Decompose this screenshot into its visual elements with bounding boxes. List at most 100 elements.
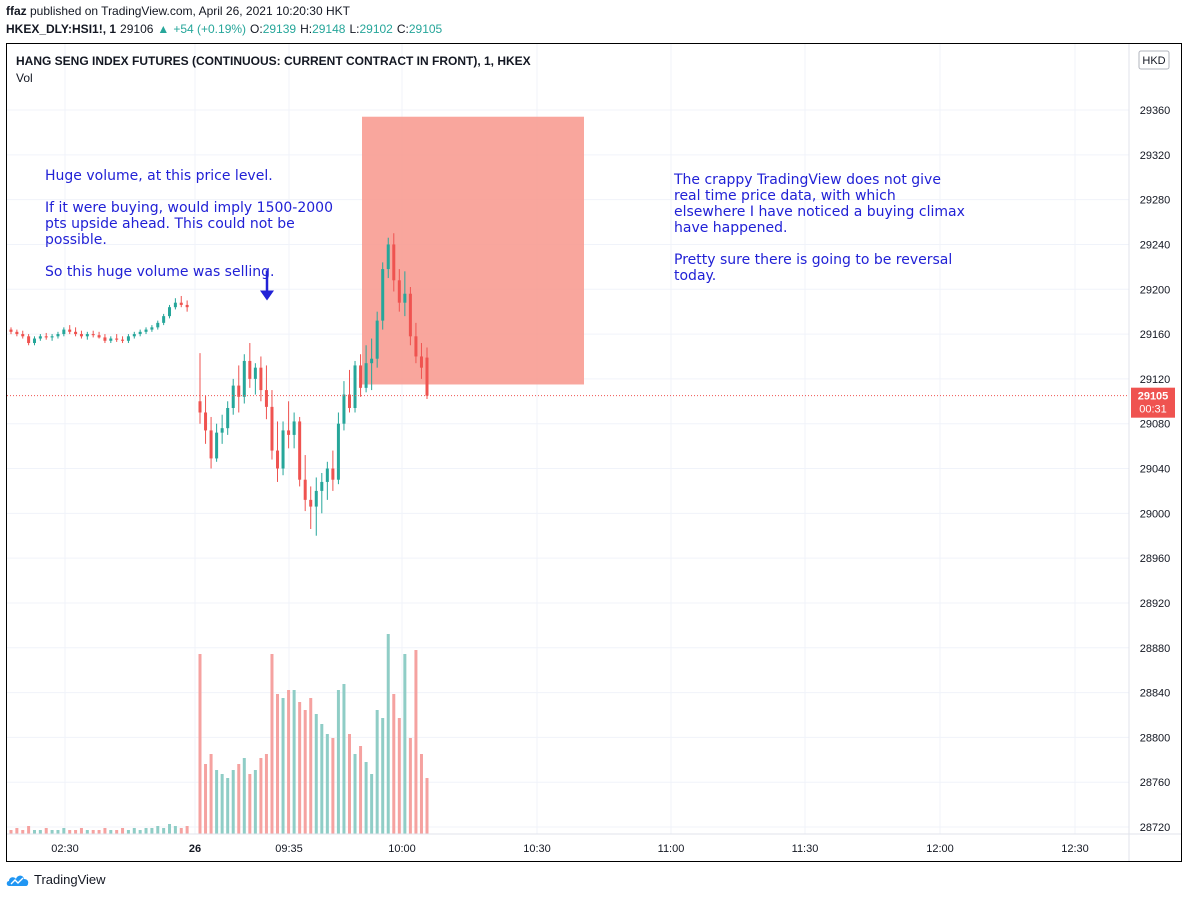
volume-bar xyxy=(138,830,142,834)
candle-body xyxy=(281,430,285,469)
annotation-line: pts upside ahead. This could not be xyxy=(45,216,295,232)
candle-body xyxy=(21,334,25,337)
candle-body xyxy=(325,468,329,482)
volume-bar xyxy=(226,778,230,834)
candle-body xyxy=(15,331,19,335)
volume-bar xyxy=(74,830,78,834)
volume-bar xyxy=(331,738,335,834)
volume-bar xyxy=(109,830,113,834)
volume-bar xyxy=(419,754,423,834)
annotation-line: have happened. xyxy=(674,220,787,236)
annotation-line: Pretty sure there is going to be reversa… xyxy=(674,252,952,268)
volume-bar xyxy=(150,828,154,834)
price-tick-label: 29200 xyxy=(1140,284,1171,296)
chart-title: HANG SENG INDEX FUTURES (CONTINUOUS: CUR… xyxy=(16,54,531,68)
volume-bar xyxy=(144,828,148,834)
candle-body xyxy=(347,394,351,409)
volume-bar xyxy=(115,830,119,834)
price-tick-label: 29280 xyxy=(1140,195,1171,207)
price-tick-label: 28760 xyxy=(1140,777,1171,789)
candle-body xyxy=(237,385,241,397)
candle-body xyxy=(397,280,401,303)
currency-label: HKD xyxy=(1142,55,1165,67)
volume-bar xyxy=(325,734,329,834)
candle-body xyxy=(62,329,66,335)
open-label: O: xyxy=(250,22,263,36)
close-label: C: xyxy=(396,22,409,36)
volume-bar xyxy=(32,830,36,834)
volume-bar xyxy=(353,754,357,834)
candle-body xyxy=(403,293,407,303)
annotation-layer: Huge volume, at this price level. If it w… xyxy=(45,168,965,301)
volume-bar xyxy=(364,762,368,834)
candle-body xyxy=(320,481,324,491)
candle-body xyxy=(336,423,340,480)
time-tick-label: 12:00 xyxy=(926,843,954,855)
volume-bar xyxy=(27,826,31,834)
candlesticks xyxy=(9,233,429,536)
candle-body xyxy=(270,406,274,451)
time-axis: 02:30 26 09:35 10:00 10:30 11:00 11:30 12:00 12:… xyxy=(51,843,1089,855)
candle-body xyxy=(370,358,374,364)
candle-body xyxy=(298,421,302,480)
high-value: 29148 xyxy=(312,22,346,36)
volume-bar xyxy=(381,718,385,834)
publish-text: published on TradingView.com, April 26, … xyxy=(26,4,350,18)
volume-bar xyxy=(276,694,280,834)
high-label: H: xyxy=(300,22,313,36)
close-value: 29105 xyxy=(408,22,443,36)
candle-body xyxy=(248,360,252,379)
candle-body xyxy=(226,408,230,429)
time-tick-label: 11:00 xyxy=(658,843,685,855)
volume-bar xyxy=(408,738,412,834)
highlight-box-layer xyxy=(362,116,584,385)
price-tick-label: 29160 xyxy=(1140,329,1171,341)
time-tick-label: 02:30 xyxy=(51,843,79,855)
time-tick-label: 12:30 xyxy=(1061,843,1089,855)
volume-label: Vol xyxy=(16,71,33,85)
price-tick-label: 28920 xyxy=(1140,598,1171,610)
volume-bar xyxy=(336,690,340,834)
time-tick-label: 09:35 xyxy=(275,843,303,855)
candle-body xyxy=(231,385,235,409)
tradingview-logo[interactable]: TradingView xyxy=(6,872,106,887)
candle-body xyxy=(173,302,177,308)
price-tick-label: 28840 xyxy=(1140,688,1171,700)
price-tick-label: 29080 xyxy=(1140,419,1171,431)
candle-body xyxy=(121,339,125,341)
volume-bar xyxy=(68,830,72,834)
candle-body xyxy=(292,421,296,435)
volume-bar xyxy=(44,828,48,834)
candle-body xyxy=(56,334,60,337)
volume-bar xyxy=(168,824,172,834)
chart-frame[interactable]: Huge volume, at this price level. If it w… xyxy=(6,43,1182,862)
volume-bar xyxy=(259,758,263,834)
price-tick-label: 29120 xyxy=(1140,374,1171,386)
volume-bar xyxy=(320,724,324,834)
chart-canvas[interactable]: Huge volume, at this price level. If it w… xyxy=(7,44,1181,861)
volume-bar xyxy=(62,828,66,834)
open-value: 29139 xyxy=(262,22,297,36)
annotation-line: today. xyxy=(674,268,716,284)
price-tick-label: 28720 xyxy=(1140,822,1171,834)
volume-bar xyxy=(50,830,54,834)
annotation-text: The crappy TradingView does not give real… xyxy=(673,172,965,284)
last-price: 29106 xyxy=(120,22,154,36)
candle-body xyxy=(414,336,418,357)
candle-body xyxy=(375,320,379,359)
author-name[interactable]: ffaz xyxy=(6,4,27,18)
volume-bar xyxy=(91,830,95,834)
currency-badge[interactable]: HKD xyxy=(1138,50,1170,70)
volume-bar xyxy=(414,650,418,834)
cloud-logo-icon xyxy=(6,875,29,886)
candle-body xyxy=(9,329,13,332)
volume-bar xyxy=(185,826,189,834)
candle-body xyxy=(38,336,42,339)
volume-bar xyxy=(392,694,396,834)
candle-body xyxy=(331,468,335,480)
candle-body xyxy=(209,430,213,459)
price-tick-label: 29360 xyxy=(1140,105,1171,117)
price-tick-label: 28800 xyxy=(1140,732,1171,744)
candle-body xyxy=(115,338,119,340)
volume-bar xyxy=(220,774,224,834)
